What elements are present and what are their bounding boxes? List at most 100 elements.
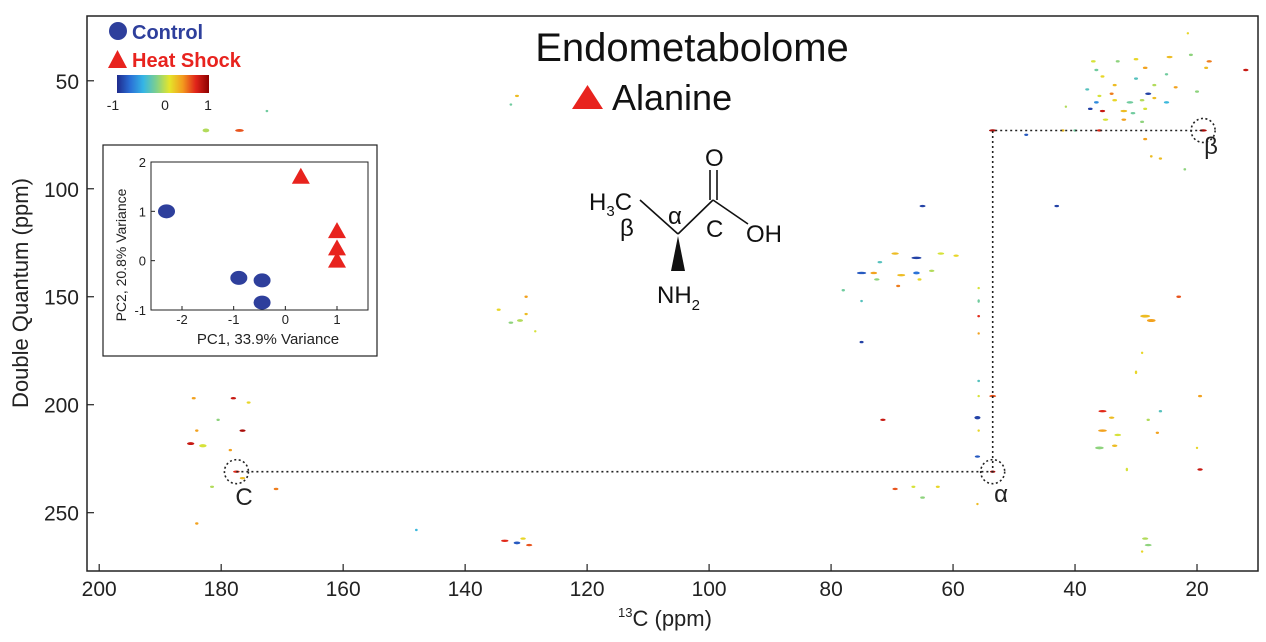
bond-ca-c bbox=[677, 199, 714, 235]
atom-h3c: H3C bbox=[589, 189, 632, 220]
atom-o: O bbox=[705, 145, 724, 172]
peak bbox=[1188, 53, 1193, 57]
peak bbox=[1098, 429, 1107, 432]
atom-alpha: α bbox=[668, 203, 682, 230]
peak bbox=[1176, 295, 1182, 298]
peak bbox=[976, 502, 979, 506]
pca-point-heat-shock bbox=[291, 167, 310, 184]
peak bbox=[1173, 86, 1178, 89]
atom-beta: β bbox=[620, 215, 634, 242]
peak bbox=[874, 278, 880, 281]
peak bbox=[1158, 157, 1163, 160]
peak bbox=[974, 416, 981, 420]
peak bbox=[860, 299, 863, 303]
x-axis: 200 180 160 140 120 100 80 60 40 20 bbox=[82, 564, 1209, 601]
peak bbox=[1054, 204, 1060, 208]
y-axis: 50 100 150 200 250 bbox=[44, 71, 94, 526]
peak bbox=[1142, 66, 1148, 70]
legend-control-icon bbox=[109, 22, 127, 40]
legend-heatshock-icon bbox=[108, 50, 127, 68]
annotation-circle bbox=[979, 458, 1006, 485]
peak bbox=[1024, 133, 1029, 136]
annotation-beta: β bbox=[1204, 133, 1218, 160]
y-tick-label: 200 bbox=[44, 395, 79, 418]
peak bbox=[1125, 467, 1129, 472]
peak bbox=[937, 252, 945, 255]
colorbar-tick-mid: 0 bbox=[161, 97, 169, 113]
peak bbox=[1140, 351, 1144, 355]
peak bbox=[509, 103, 513, 106]
x-tick-label: 100 bbox=[692, 578, 727, 601]
peak bbox=[1121, 118, 1127, 121]
peak bbox=[896, 284, 901, 288]
peak bbox=[199, 444, 207, 448]
atom-nh2-main: NH bbox=[657, 282, 692, 309]
peak bbox=[974, 455, 981, 458]
peak bbox=[919, 204, 926, 208]
peak bbox=[1140, 550, 1144, 553]
annotation-alpha: α bbox=[994, 481, 1008, 508]
peak bbox=[920, 496, 925, 499]
peak bbox=[977, 314, 981, 318]
peak bbox=[897, 273, 906, 277]
atom-nh2: NH2 bbox=[657, 282, 700, 314]
peak bbox=[1102, 118, 1109, 121]
annotation-circle bbox=[223, 458, 250, 485]
x-tick-label: 40 bbox=[1063, 578, 1086, 601]
peak bbox=[195, 522, 199, 525]
legend-heatshock-label: Heat Shock bbox=[132, 50, 242, 72]
colorbar bbox=[117, 75, 209, 93]
peak bbox=[1194, 90, 1200, 93]
peak bbox=[989, 129, 997, 132]
peak bbox=[953, 254, 959, 257]
peak bbox=[1111, 444, 1118, 447]
peak bbox=[911, 256, 922, 260]
peak bbox=[1085, 88, 1090, 91]
peak bbox=[856, 271, 867, 275]
peak bbox=[877, 260, 883, 264]
atom-oh: OH bbox=[746, 221, 782, 248]
peak bbox=[1098, 409, 1107, 413]
peak bbox=[1109, 92, 1114, 95]
pca-point-control bbox=[253, 295, 271, 310]
peak bbox=[1087, 107, 1093, 111]
colorbar-tick-max: 1 bbox=[204, 97, 212, 113]
peak bbox=[977, 429, 980, 432]
peak bbox=[210, 485, 215, 488]
colorbar-tick-min: -1 bbox=[107, 97, 120, 113]
peak bbox=[1145, 92, 1152, 95]
pca-points bbox=[158, 167, 346, 310]
peak bbox=[1146, 418, 1150, 422]
y-tick-label: 250 bbox=[44, 503, 79, 526]
peak bbox=[514, 94, 519, 98]
x-tick-label: 20 bbox=[1185, 578, 1208, 601]
pca-y-tick-label: 1 bbox=[139, 204, 146, 219]
peak bbox=[1149, 155, 1153, 158]
peak bbox=[239, 476, 246, 480]
pca-x-tick-label: -2 bbox=[176, 312, 188, 327]
peak bbox=[508, 321, 514, 324]
peak bbox=[1155, 431, 1160, 434]
peak bbox=[935, 485, 940, 488]
peak bbox=[977, 332, 980, 335]
annotation-c: C bbox=[235, 484, 252, 511]
peak bbox=[191, 397, 196, 400]
pca-x-tick-label: 0 bbox=[282, 312, 289, 327]
pca-x-label: PC1, 33.9% Variance bbox=[197, 331, 339, 348]
pca-point-heat-shock bbox=[328, 239, 346, 256]
peak bbox=[1197, 468, 1203, 471]
peak bbox=[913, 271, 920, 275]
peak bbox=[1163, 101, 1170, 104]
peak bbox=[1112, 83, 1117, 87]
pca-point-control bbox=[230, 270, 248, 285]
peak bbox=[1152, 83, 1157, 87]
peak bbox=[195, 429, 199, 432]
peak bbox=[230, 397, 237, 400]
peak bbox=[977, 286, 980, 290]
peak bbox=[534, 330, 537, 333]
atom-carbonyl-c: C bbox=[706, 216, 723, 243]
pca-point-heat-shock bbox=[328, 222, 346, 239]
peak bbox=[1094, 101, 1099, 104]
pca-y-tick-label: 0 bbox=[139, 254, 146, 269]
peak bbox=[186, 442, 195, 446]
